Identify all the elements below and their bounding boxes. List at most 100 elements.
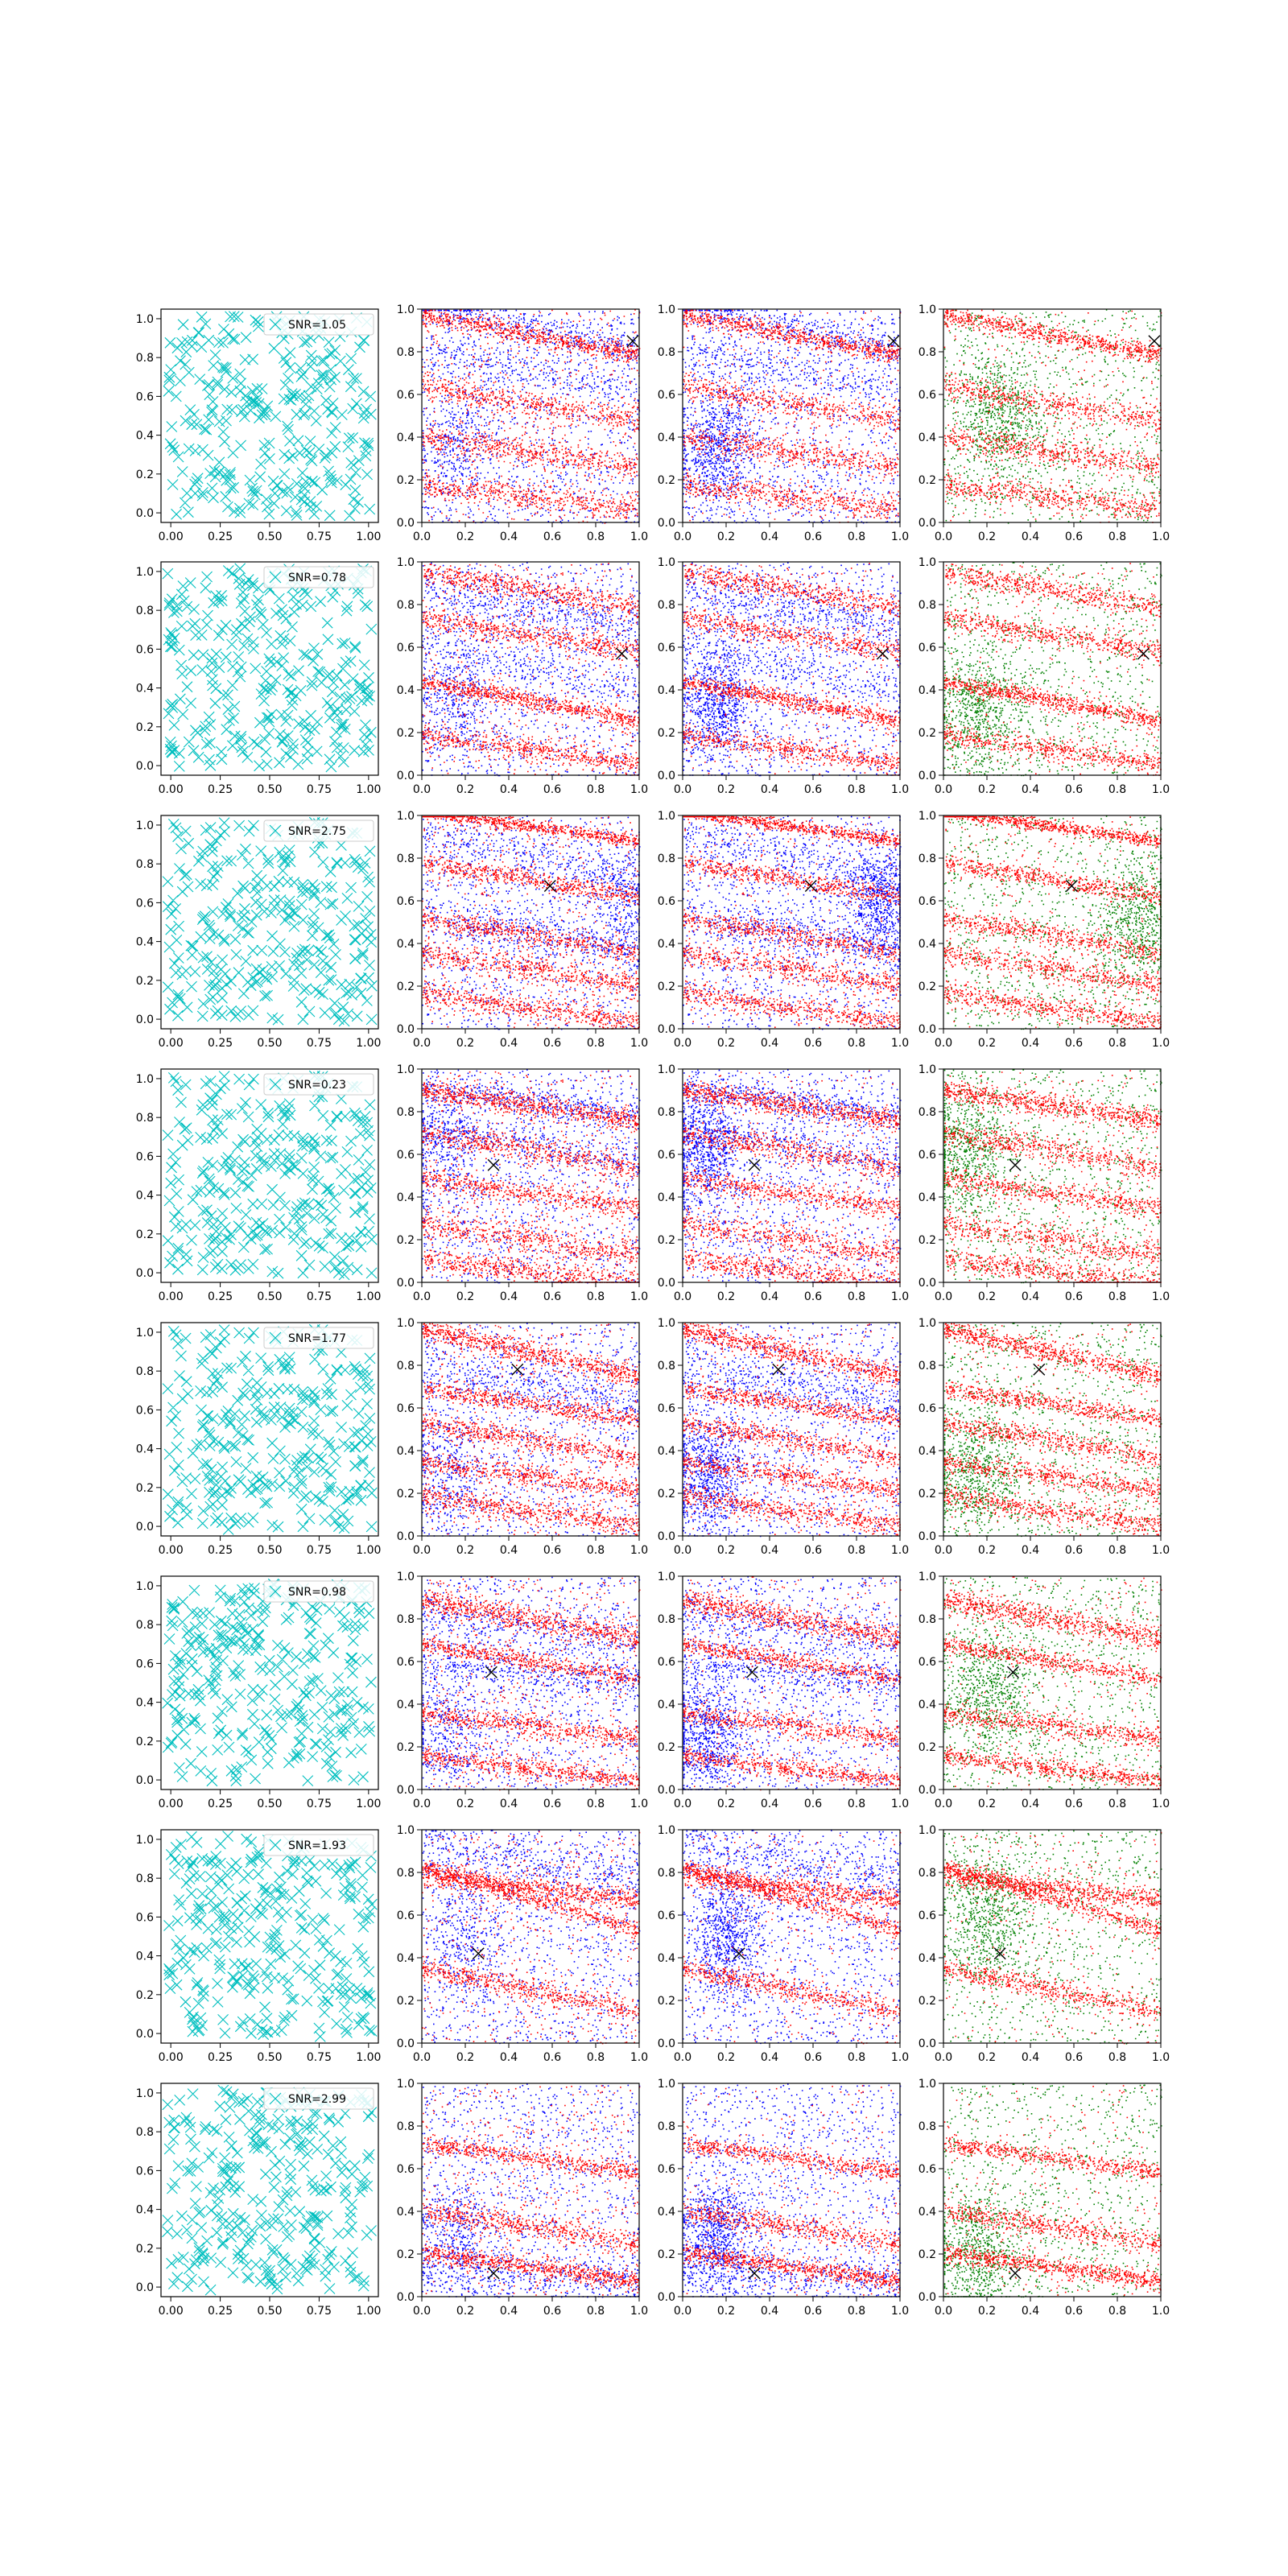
x-tick-label: 0.0 [674,2051,691,2064]
query-marker [748,1158,761,1171]
y-tick-label: 0.2 [919,2248,936,2261]
red-points [943,1070,1162,1283]
y-tick-label: 0.2 [397,1741,415,1754]
subplot-3-3: 0.0 0.2 0.4 0.6 0.8 1.0 0.0 0.2 0.4 0.6 0.8 1.0 [919,1063,1170,1303]
y-tick-label: 1.0 [136,1834,154,1847]
y-tick-label: 0.0 [919,517,936,530]
x-tick-label: 0.0 [413,1037,431,1050]
y-tick-label: 0.6 [397,895,415,908]
subplot-7-3: 0.0 0.2 0.4 0.6 0.8 1.0 0.0 0.2 0.4 0.6 0.8 1.0 [919,2078,1170,2318]
x-tick-label: 0.0 [674,2305,691,2318]
y-tick-label: 0.6 [136,1911,154,1924]
y-tick-label: 0.8 [397,346,415,359]
blue-points [422,1576,641,1790]
red-points [943,815,1162,1030]
y-tick-label: 0.4 [136,1443,154,1456]
x-tick-label: 0.8 [587,783,605,796]
x-tick-label: 0.8 [587,1798,605,1810]
subplot-snr-2: SNR=2.75 0.00 0.25 0.50 0.75 1.00 0.0 0.2 0.4 0.6… [136,815,381,1050]
x-tick-label: 1.0 [891,2051,909,2064]
x-tick-label: 0.6 [543,783,561,796]
y-tick-label: 0.6 [397,389,415,402]
y-tick-label: 0.8 [658,852,675,865]
query-marker [1009,1158,1022,1171]
y-tick-label: 0.2 [136,975,154,988]
subplot-5-3: 0.0 0.2 0.4 0.6 0.8 1.0 0.0 0.2 0.4 0.6 0.8 1.0 [919,1571,1170,1810]
query-marker [1009,2267,1022,2280]
x-tick-label: 0.50 [257,1290,282,1303]
subplot-2-1: 0.0 0.2 0.4 0.6 0.8 1.0 0.0 0.2 0.4 0.6 0.8 1.0 [397,810,648,1050]
x-tick-label: 1.0 [891,530,909,543]
legend-label: SNR=1.93 [288,1839,346,1852]
axes-frame [682,815,901,1030]
y-tick-label: 1.0 [658,1317,675,1330]
x-tick-label: 1.0 [630,1544,648,1557]
y-tick-label: 0.2 [658,2248,675,2261]
x-tick-label: 0.0 [674,1290,691,1303]
x-tick-label: 0.2 [978,1544,996,1557]
y-tick-label: 0.4 [136,2204,154,2217]
y-tick-label: 1.0 [658,1824,675,1837]
y-tick-label: 0.2 [658,1995,675,2008]
x-tick-label: 0.0 [674,1037,691,1050]
axes-frame [682,1068,901,1283]
subplot-1-1: 0.0 0.2 0.4 0.6 0.8 1.0 0.0 0.2 0.4 0.6 0.8 1.0 [397,556,648,796]
y-tick-label: 0.4 [136,430,154,443]
x-tick-label: 1.00 [356,1798,381,1810]
x-tick-label: 0.2 [456,1290,474,1303]
y-tick-label: 0.0 [658,1023,675,1036]
query-marker [1137,647,1150,660]
red-points [422,1831,641,2045]
y-tick-label: 1.0 [919,303,936,316]
y-tick-label: 0.4 [397,938,415,951]
x-tick-label: 0.25 [208,2305,233,2318]
y-tick-label: 0.4 [658,2206,675,2219]
x-tick-label: 0.2 [717,1290,735,1303]
x-tick-label: 0.2 [456,1037,474,1050]
x-tick-label: 0.50 [257,530,282,543]
x-tick-label: 0.4 [500,1544,518,1557]
y-tick-label: 0.2 [397,1995,415,2008]
axes-frame [421,561,640,776]
y-tick-label: 0.8 [658,1867,675,1880]
y-tick-label: 0.6 [136,1404,154,1417]
x-tick-label: 0.0 [935,783,952,796]
y-tick-label: 1.0 [658,556,675,569]
y-tick-label: 0.6 [919,1402,936,1415]
y-tick-label: 0.2 [136,1228,154,1241]
x-tick-label: 0.00 [159,783,184,796]
y-tick-label: 0.6 [658,1402,675,1415]
y-tick-label: 0.8 [919,2120,936,2133]
query-marker [472,1947,485,1960]
x-tick-label: 0.0 [413,1544,431,1557]
x-tick-label: 0.2 [717,530,735,543]
y-tick-label: 0.6 [919,895,936,908]
y-tick-label: 0.8 [919,346,936,359]
x-tick-label: 0.00 [159,1798,184,1810]
y-tick-label: 0.8 [397,1360,415,1373]
axes-frame [943,1829,1162,2044]
x-tick-label: 0.8 [1108,2051,1126,2064]
y-tick-label: 1.0 [136,1580,154,1593]
legend-marker-icon [269,571,282,584]
y-tick-label: 0.2 [919,1234,936,1247]
x-tick-label: 0.2 [978,783,996,796]
query-marker [626,335,639,348]
x-tick-label: 0.6 [1065,2305,1083,2318]
legend-marker-icon [269,1078,282,1091]
green-points [943,1576,1162,1791]
y-tick-label: 0.6 [136,2165,154,2178]
x-tick-label: 0.4 [500,2051,518,2064]
y-tick-label: 0.0 [397,2291,415,2304]
y-tick-label: 0.6 [397,642,415,654]
x-tick-label: 1.0 [630,1290,648,1303]
subplot-2-2: 0.0 0.2 0.4 0.6 0.8 1.0 0.0 0.2 0.4 0.6 0.8 1.0 [658,810,909,1050]
blue-points [683,2083,902,2298]
x-tick-label: 0.25 [208,530,233,543]
subplot-7-1: 0.0 0.2 0.4 0.6 0.8 1.0 0.0 0.2 0.4 0.6 0.8 1.0 [397,2078,648,2318]
red-points [943,1831,1162,2045]
y-tick-label: 0.4 [397,1445,415,1458]
legend-marker-icon [269,1331,282,1344]
x-tick-label: 0.8 [848,1798,865,1810]
x-tick-label: 0.8 [848,530,865,543]
